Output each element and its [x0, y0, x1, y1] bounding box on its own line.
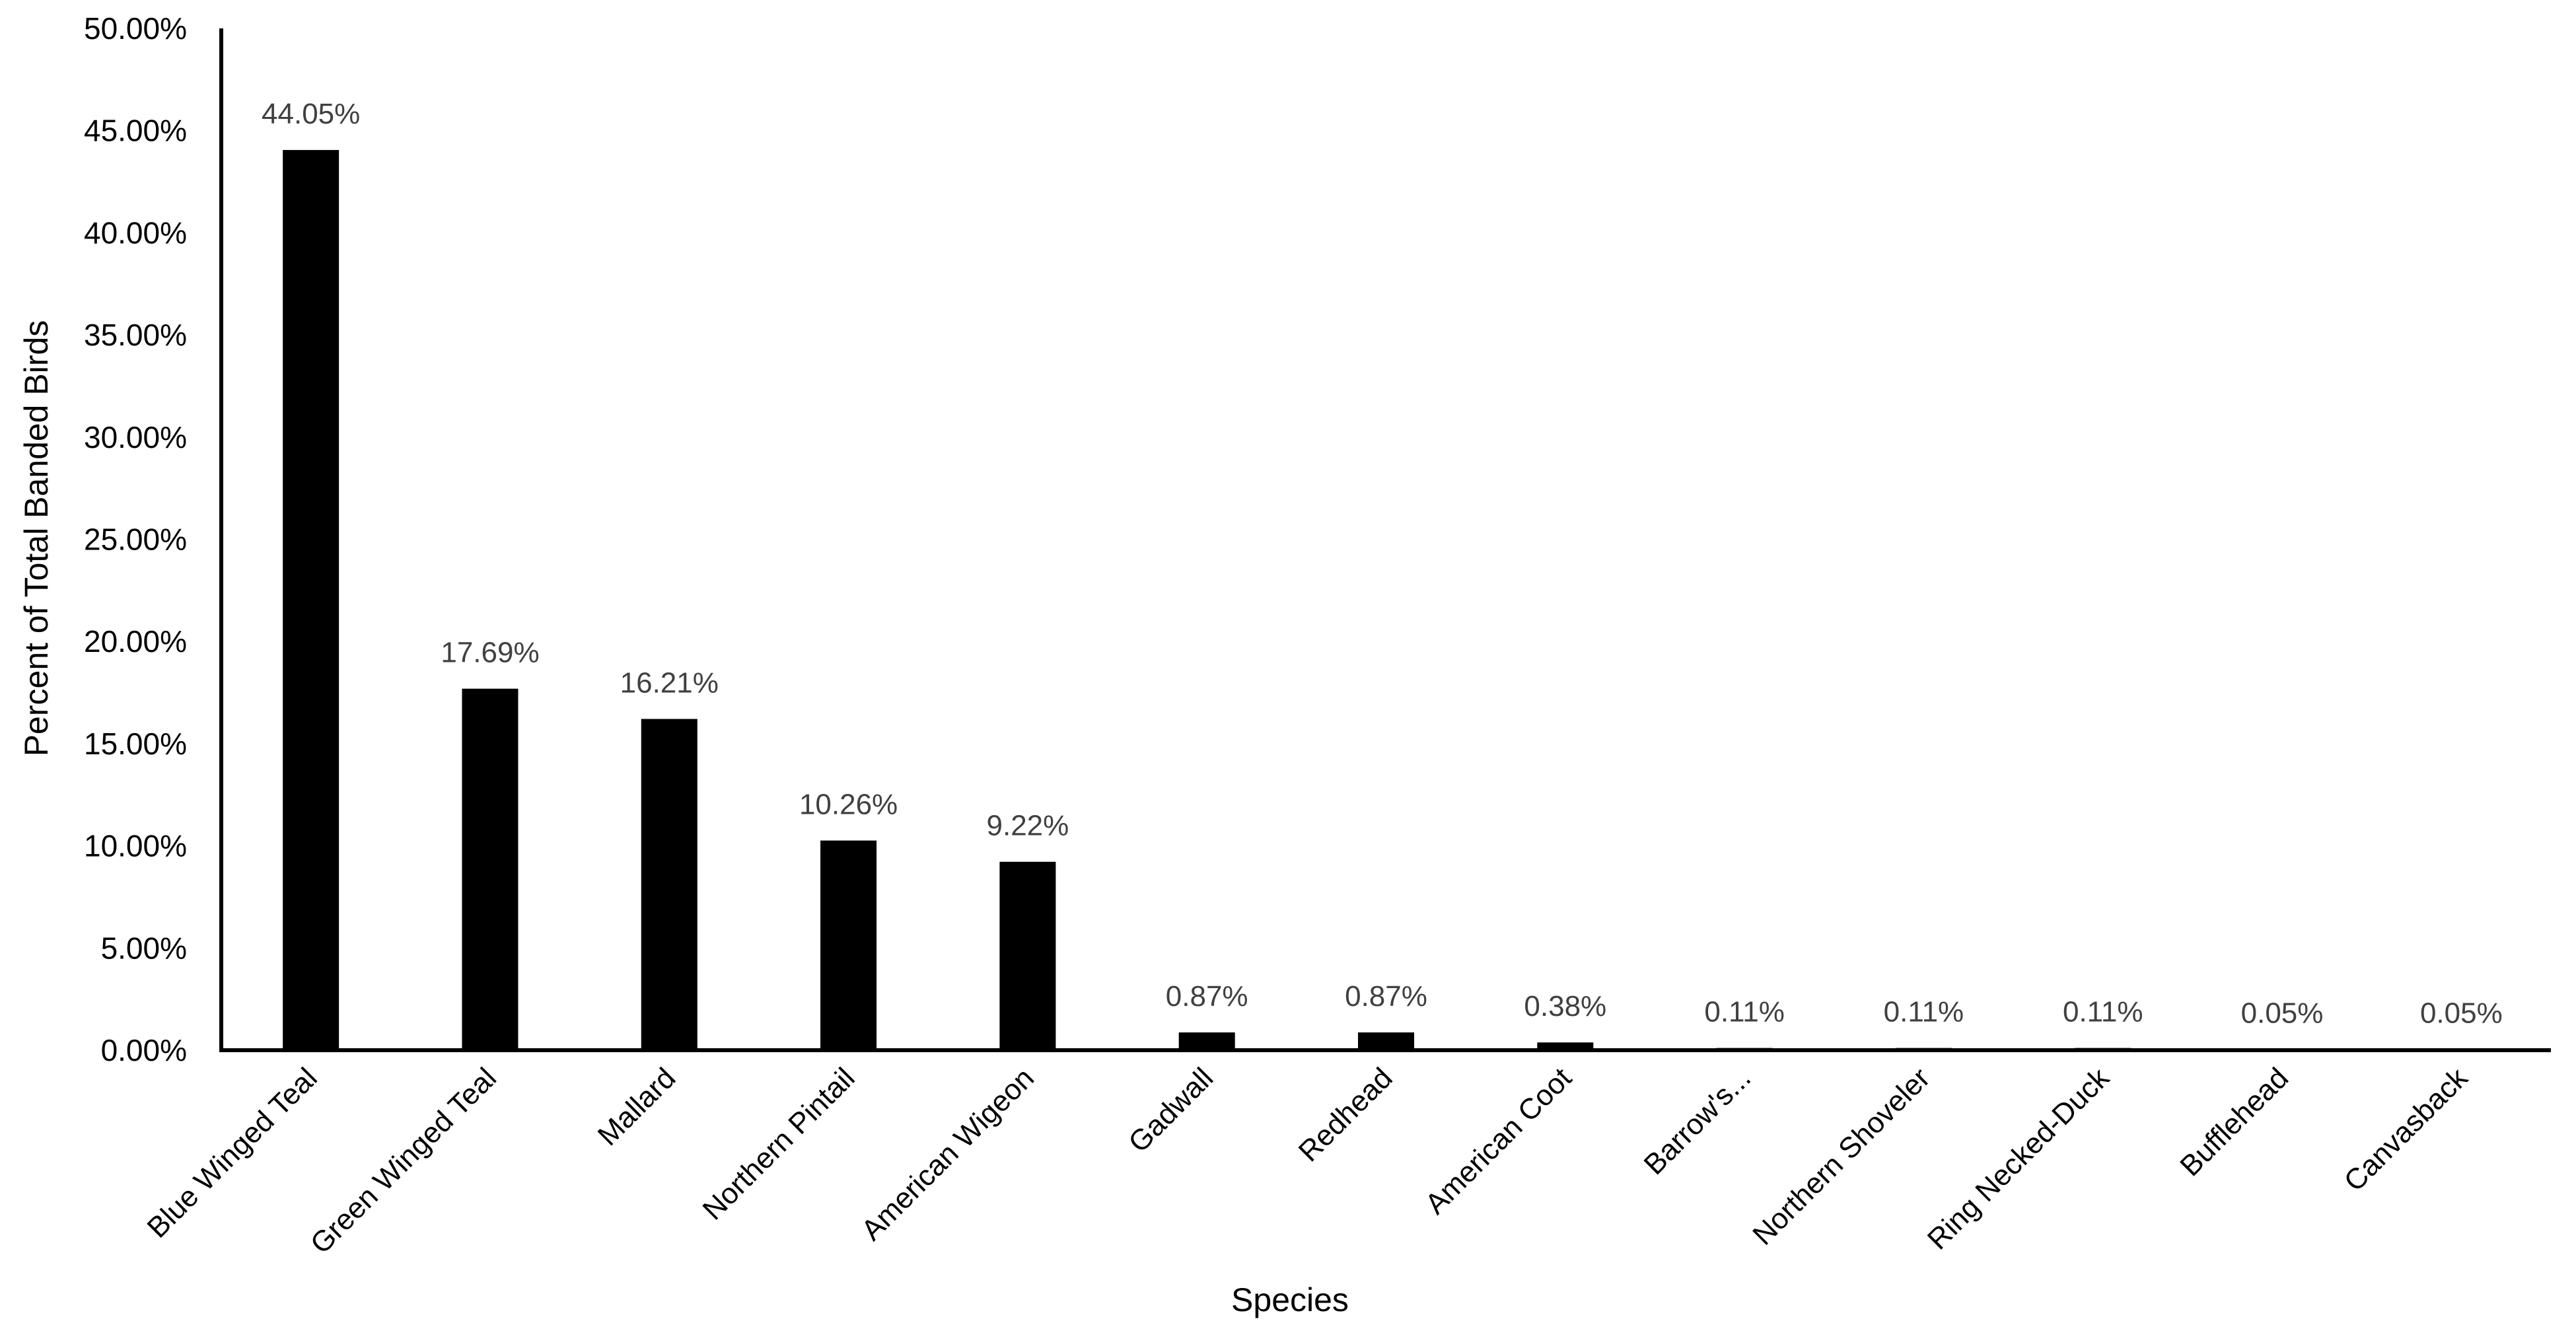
y-tick-label: 30.00%: [84, 420, 187, 454]
bar: [283, 150, 340, 1050]
y-tick-label: 20.00%: [84, 624, 187, 659]
x-category-label: Redhead: [1293, 1061, 1399, 1168]
y-tick-label: 0.00%: [101, 1033, 187, 1067]
x-category-label: Barrow's...: [1638, 1061, 1758, 1181]
data-label: 16.21%: [620, 666, 719, 699]
data-label: 0.11%: [1704, 996, 1785, 1028]
x-category-label: Blue Winged Teal: [141, 1061, 324, 1244]
x-category-label: Green Winged Teal: [304, 1061, 503, 1260]
x-category-label: Gadwall: [1122, 1061, 1219, 1159]
data-label: 17.69%: [441, 637, 539, 669]
bar: [462, 688, 519, 1050]
x-category-label: Mallard: [592, 1061, 682, 1152]
x-category-label: Northern Pintail: [697, 1061, 861, 1226]
y-tick-label: 15.00%: [84, 727, 187, 761]
bars: [283, 150, 2489, 1050]
x-category-label: Canvasback: [2338, 1061, 2475, 1198]
x-axis-title: Species: [1231, 1281, 1349, 1318]
data-label: 0.38%: [1524, 990, 1606, 1022]
y-tick-label: 35.00%: [84, 318, 187, 352]
data-label: 0.11%: [1884, 996, 1964, 1028]
y-tick-label: 25.00%: [84, 522, 187, 557]
data-label: 44.05%: [262, 98, 360, 130]
x-category-label: American Wigeon: [855, 1061, 1040, 1246]
y-axis-title: Percent of Total Banded Birds: [18, 320, 55, 757]
data-label: 9.22%: [987, 810, 1069, 842]
bar: [999, 861, 1056, 1050]
y-axis-ticks: 0.00% 5.00% 10.00% 15.00% 20.00% 25.00% 30.00%…: [84, 11, 187, 1067]
data-labels: 44.05% 17.69% 16.21% 10.26% 9.22% 0.87% 0.87% 0…: [262, 98, 2503, 1029]
y-tick-label: 10.00%: [84, 829, 187, 863]
bar: [1358, 1032, 1414, 1050]
data-label: 0.87%: [1345, 980, 1427, 1013]
data-label: 0.11%: [2063, 996, 2143, 1028]
x-category-label: Northern Shoveler: [1746, 1061, 1936, 1251]
x-category-label: American Coot: [1419, 1061, 1577, 1220]
x-category-label: Bufflehead: [2174, 1061, 2295, 1182]
y-tick-label: 50.00%: [84, 11, 187, 46]
data-label: 0.05%: [2420, 997, 2503, 1029]
bar: [820, 840, 877, 1050]
bar: [641, 719, 698, 1050]
data-label: 0.05%: [2241, 997, 2324, 1029]
data-label: 0.87%: [1166, 980, 1248, 1013]
x-category-label: Ring Necked-Duck: [1921, 1061, 2116, 1256]
data-label: 10.26%: [799, 789, 898, 821]
y-tick-label: 5.00%: [101, 931, 187, 965]
bar: [1537, 1042, 1594, 1050]
y-tick-label: 40.00%: [84, 215, 187, 250]
y-tick-label: 45.00%: [84, 114, 187, 148]
bar: [1178, 1032, 1235, 1050]
